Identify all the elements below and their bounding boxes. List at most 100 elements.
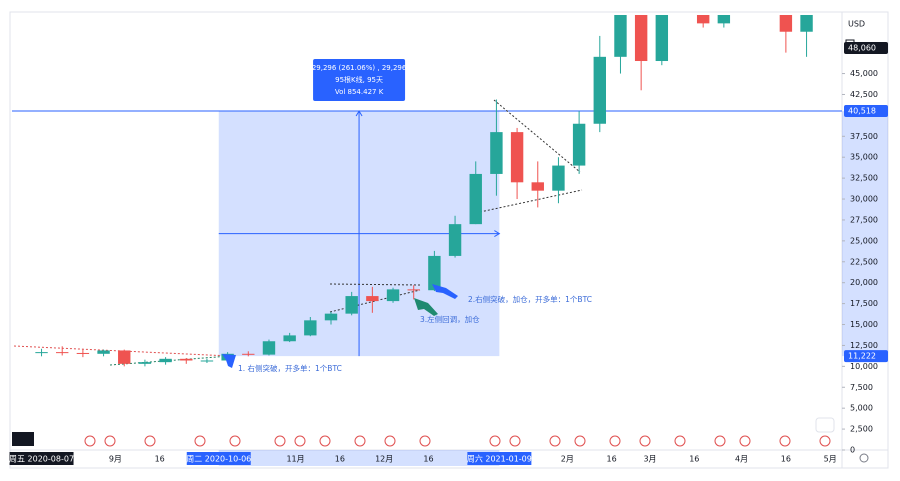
date-tag-label: 周六 2021-01-09 <box>467 454 532 464</box>
candle-body <box>696 15 710 24</box>
x-tick-label: 16 <box>607 455 617 464</box>
candle-body <box>242 353 255 355</box>
candle-body <box>717 15 731 24</box>
candle-body <box>572 123 586 166</box>
y-tick-label: 37,500 <box>850 132 878 141</box>
event-icon <box>674 435 686 447</box>
price-tag <box>844 41 888 54</box>
event-icon <box>144 435 156 447</box>
event-icon <box>489 435 501 447</box>
event-icon <box>819 435 831 447</box>
date-tag <box>186 452 251 465</box>
price-tag <box>844 105 888 118</box>
candles <box>35 15 813 367</box>
date-tag-label: 周二 2020-10-06 <box>186 455 251 464</box>
trend-line <box>479 189 583 213</box>
scroll-button[interactable] <box>815 417 835 433</box>
x-tick-label: 3月 <box>643 455 656 464</box>
event-icon <box>384 435 396 447</box>
candle-body <box>407 289 420 291</box>
arrow <box>414 298 438 316</box>
currency: USD <box>848 20 865 29</box>
y-tick-label: 35,000 <box>850 153 878 162</box>
y-tick-label: 5,000 <box>850 404 873 413</box>
y-tick-label: 20,000 <box>850 278 878 287</box>
x-tick-label: 周五 2020-08-07 <box>9 455 74 464</box>
x-tick-label: 5月 <box>824 455 837 464</box>
candle-body <box>180 358 193 361</box>
arrows <box>222 284 458 368</box>
measure-label: 95根K线, 95天 <box>335 75 383 84</box>
candle-body <box>159 358 172 363</box>
labels: 0 2,500 5,000 7,500 10,000 12,500 15,000 17,500… <box>9 41 888 465</box>
candle-body <box>490 132 503 174</box>
event-icon <box>84 435 96 447</box>
measure-label-bg <box>313 59 406 102</box>
arrow <box>222 354 236 368</box>
candle-body <box>200 360 214 362</box>
y-tick-label: 45,000 <box>850 69 878 78</box>
event-icon <box>194 435 206 447</box>
measure-label: Vol 854.427 K <box>335 88 384 96</box>
event-icon <box>229 435 241 447</box>
candle-body <box>76 352 90 354</box>
event-icon <box>319 435 331 447</box>
x-tick-label: 16 <box>689 455 699 464</box>
trend-line <box>329 283 421 286</box>
candle-body <box>469 173 482 225</box>
event-icon <box>274 435 286 447</box>
event-icons <box>84 435 831 447</box>
y-tick-label: 22,500 <box>850 257 878 266</box>
date-tag <box>467 452 532 465</box>
event-icon <box>739 435 751 447</box>
settings-button[interactable] <box>859 453 869 463</box>
event-icon <box>509 435 521 447</box>
candle-body <box>118 350 131 364</box>
candle-body <box>35 352 48 354</box>
event-icon <box>574 435 586 447</box>
y-tick-label: 42,500 <box>850 90 878 99</box>
event-icon <box>354 435 366 447</box>
y-tick-label: 12,500 <box>850 341 878 350</box>
candle-body <box>386 289 400 302</box>
y-tick-label: 7,500 <box>850 383 873 392</box>
axis-band <box>218 450 500 466</box>
y-tick-label: 30,000 <box>850 195 878 204</box>
event-icon <box>104 435 116 447</box>
candle-body <box>531 182 544 191</box>
candle-body <box>366 296 379 302</box>
annotation: 2.右侧突破，加仓，开多单：1个BTC <box>468 294 592 304</box>
candle-body <box>97 350 110 354</box>
y-tick-label: 10,000 <box>850 362 878 371</box>
x-tick-label: 4月 <box>735 455 748 464</box>
arrow-head <box>494 230 501 238</box>
candle-body <box>593 56 606 124</box>
candle-body <box>262 341 276 355</box>
event-icon <box>779 435 791 447</box>
y-tick-label: 25,000 <box>850 236 878 245</box>
y-tick-label: 15,000 <box>850 320 878 329</box>
price-tag <box>844 350 888 363</box>
event-icon <box>549 435 561 447</box>
candle-body <box>283 335 296 342</box>
candle-body <box>655 15 669 62</box>
candle-body <box>324 313 338 321</box>
event-icon <box>419 435 431 447</box>
event-icon <box>639 435 651 447</box>
annotation: 1. 右侧突破，开多单：1个BTC <box>238 363 342 373</box>
trend-line <box>493 99 581 173</box>
candle-body <box>138 362 152 364</box>
y-tick-label: 0 <box>850 446 855 455</box>
y-tick-label: 2,500 <box>850 425 873 434</box>
price-tag-label: 48,060 <box>848 43 876 52</box>
x-tick-label: 16 <box>423 455 433 464</box>
price-tag-label: 11,222 <box>848 352 876 361</box>
event-icon <box>294 435 306 447</box>
candle-body <box>552 165 565 191</box>
candle-body <box>614 15 627 57</box>
x-tick-label: 9月 <box>109 455 122 464</box>
y-tick-label: 27,500 <box>850 215 878 224</box>
candle-body <box>779 15 793 32</box>
